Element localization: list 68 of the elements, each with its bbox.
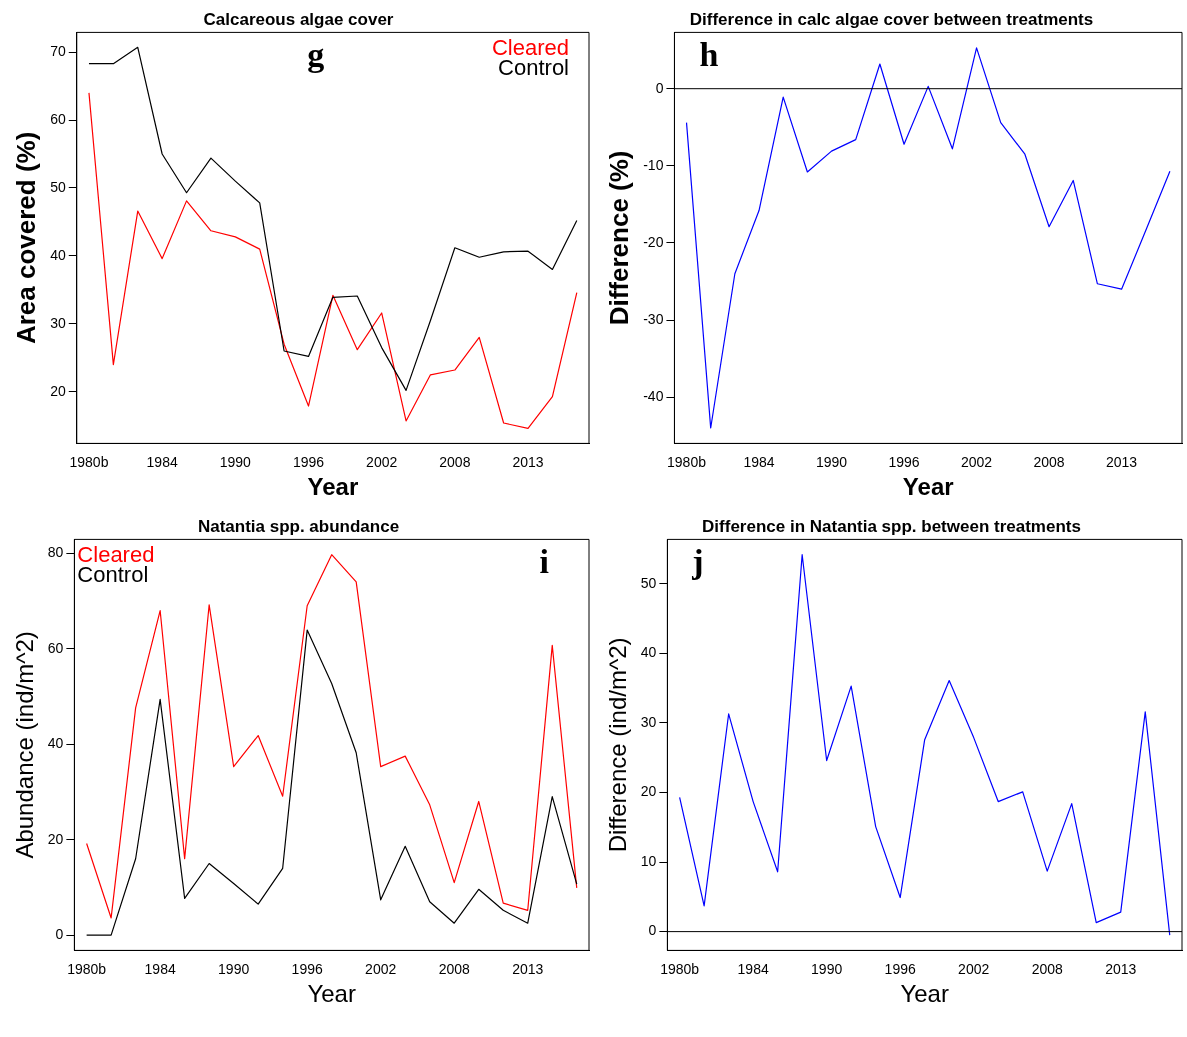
y-tick-label: -20 bbox=[643, 233, 664, 250]
x-tick-label: 2002 bbox=[960, 453, 993, 470]
y-tick-label: 50 bbox=[50, 178, 66, 195]
x-tick-label: 1990 bbox=[815, 453, 848, 470]
x-tick-label: 1980b bbox=[660, 960, 700, 977]
y-tick-label: 70 bbox=[50, 42, 66, 59]
y-axis-title: Difference (%) bbox=[603, 150, 634, 326]
x-tick-label: 1980b bbox=[67, 960, 107, 977]
x-tick-label: 1996 bbox=[292, 453, 325, 470]
y-tick-label: 50 bbox=[640, 574, 657, 591]
annotation: g bbox=[307, 36, 325, 74]
y-tick-label: 40 bbox=[640, 644, 657, 661]
x-tick-label: 2002 bbox=[958, 960, 990, 977]
y-tick-label: 0 bbox=[55, 925, 64, 942]
x-tick-label: 1990 bbox=[219, 453, 252, 470]
y-tick-label: 20 bbox=[640, 783, 657, 800]
y-tick-label: 20 bbox=[50, 382, 66, 399]
text: Control bbox=[77, 562, 149, 588]
y-tick-label: 0 bbox=[655, 79, 664, 96]
y-tick-label: -30 bbox=[643, 310, 664, 327]
x-axis-title: Year bbox=[900, 980, 949, 1008]
annotation: h bbox=[699, 36, 719, 74]
x-tick-label: 2008 bbox=[1031, 960, 1063, 977]
x-tick-label: 1996 bbox=[291, 960, 323, 977]
x-axis-title: Year bbox=[902, 473, 954, 501]
y-tick-label: 40 bbox=[47, 735, 64, 752]
chart-title: Difference in Natantia spp. between treatments bbox=[702, 516, 1081, 536]
y-axis-title: Abundance (ind/m^2) bbox=[11, 631, 39, 859]
x-tick-label: 1984 bbox=[146, 453, 178, 470]
text: Control bbox=[498, 55, 569, 81]
y-tick-label: 60 bbox=[50, 110, 66, 127]
x-axis-title: Year bbox=[307, 980, 356, 1008]
x-tick-label: 2013 bbox=[512, 453, 544, 470]
x-tick-label: 1980b bbox=[69, 453, 109, 470]
y-tick-label: 30 bbox=[50, 314, 66, 331]
y-tick-label: -10 bbox=[643, 156, 664, 173]
x-tick-label: 1990 bbox=[811, 960, 843, 977]
y-tick-label: 10 bbox=[640, 852, 657, 869]
x-tick-label: 1990 bbox=[218, 960, 250, 977]
annotation: j bbox=[691, 543, 704, 581]
x-tick-label: 2008 bbox=[438, 960, 470, 977]
y-tick-label: 60 bbox=[47, 639, 64, 656]
y-tick-label: 80 bbox=[47, 544, 64, 561]
y-tick-label: 40 bbox=[50, 246, 66, 263]
y-tick-label: -40 bbox=[643, 387, 664, 404]
x-tick-label: 2013 bbox=[1105, 960, 1137, 977]
x-tick-label: 2013 bbox=[1106, 453, 1138, 470]
x-tick-label: 1984 bbox=[737, 960, 769, 977]
y-tick-label: 0 bbox=[648, 922, 657, 939]
x-tick-label: 2008 bbox=[439, 453, 471, 470]
x-tick-label: 1980b bbox=[667, 453, 707, 470]
chart-title: Calcareous algae cover bbox=[203, 9, 394, 29]
x-axis-title: Year bbox=[307, 473, 359, 501]
x-tick-label: 2002 bbox=[365, 960, 397, 977]
x-tick-label: 1996 bbox=[884, 960, 916, 977]
x-tick-label: 2013 bbox=[512, 960, 544, 977]
x-tick-label: 2008 bbox=[1033, 453, 1065, 470]
y-tick-label: 30 bbox=[640, 713, 657, 730]
annotation: i bbox=[539, 543, 549, 581]
x-tick-label: 1996 bbox=[888, 453, 920, 470]
chart-title: Natantia spp. abundance bbox=[197, 516, 400, 536]
x-tick-label: 1984 bbox=[144, 960, 176, 977]
x-tick-label: 2002 bbox=[366, 453, 398, 470]
y-tick-label: 20 bbox=[47, 830, 64, 847]
x-tick-label: 1984 bbox=[743, 453, 775, 470]
y-axis-title: Difference (ind/m^2) bbox=[604, 637, 632, 853]
y-axis-title: Area covered (%) bbox=[10, 131, 41, 345]
chart-title: Difference in calc algae cover between treatments bbox=[689, 9, 1094, 29]
